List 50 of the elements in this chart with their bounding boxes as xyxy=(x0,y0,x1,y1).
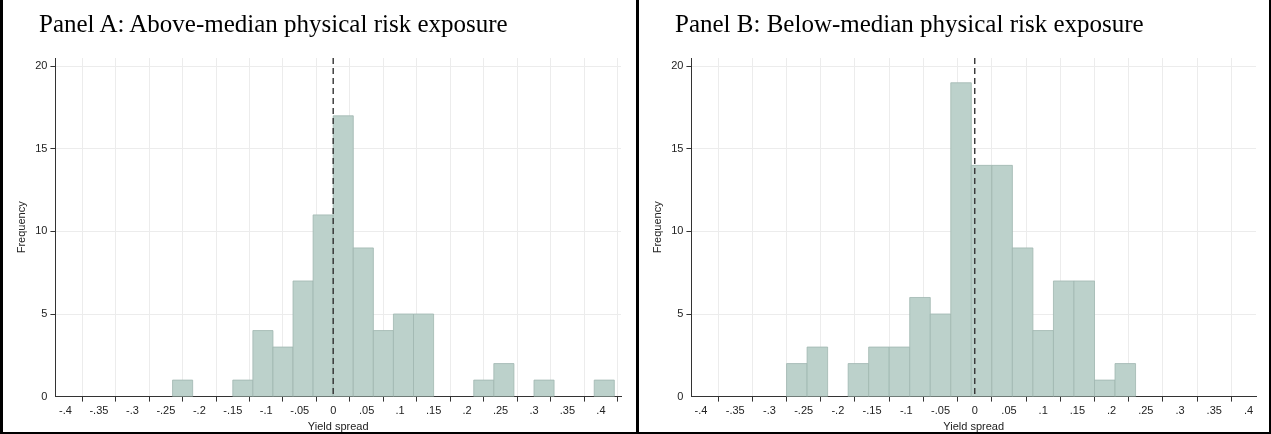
x-tick-label: -.35 xyxy=(89,404,109,417)
x-axis-title: Yield spread xyxy=(943,420,1005,433)
y-axis-title: Frequency xyxy=(650,200,663,254)
y-tick-label: 20 xyxy=(35,59,48,72)
x-tick-label: -.15 xyxy=(223,404,243,417)
x-tick-label: -.25 xyxy=(794,404,814,417)
x-tick-label: -.05 xyxy=(290,404,310,417)
x-tick-label: -.15 xyxy=(862,404,882,417)
x-tick-label: 0 xyxy=(971,404,978,417)
y-axis-title: Frequency xyxy=(14,200,27,254)
y-tick-label: 5 xyxy=(41,307,48,320)
x-tick-label: .4 xyxy=(1243,404,1254,417)
x-tick-label: -.2 xyxy=(831,404,845,417)
y-tick-label: 0 xyxy=(677,389,684,402)
y-tick-label: 5 xyxy=(677,307,684,320)
x-tick-label: -.4 xyxy=(694,404,708,417)
x-tick-label: .2 xyxy=(1107,404,1117,417)
y-tick-label: 20 xyxy=(671,59,684,72)
x-tick-label: .25 xyxy=(1138,404,1154,417)
x-tick-label: .05 xyxy=(1001,404,1017,417)
x-tick-label: 0 xyxy=(330,404,337,417)
y-tick-label: 10 xyxy=(35,224,48,237)
x-tick-label: -.3 xyxy=(763,404,776,417)
x-tick-label: -.1 xyxy=(899,404,913,417)
x-tick-label: -.35 xyxy=(725,404,745,417)
x-tick-label: .35 xyxy=(1206,404,1222,417)
x-tick-label: .15 xyxy=(1069,404,1086,417)
x-tick-label: .1 xyxy=(395,404,405,417)
x-tick-label: .05 xyxy=(359,404,375,417)
chart-title: Panel B: Below-median physical risk exposure xyxy=(674,9,1145,39)
x-tick-label: -.05 xyxy=(931,404,951,417)
x-tick-label: .2 xyxy=(462,404,472,417)
y-tick-label: 15 xyxy=(35,141,48,154)
x-tick-label: -.4 xyxy=(59,404,72,417)
x-tick-label: -.25 xyxy=(156,404,176,417)
x-tick-label: .15 xyxy=(425,404,442,417)
y-tick-label: 15 xyxy=(671,141,684,154)
x-tick-label: .25 xyxy=(492,404,509,417)
chart-title: Panel A: Above-median physical risk exposure xyxy=(38,9,509,39)
x-tick-label: -.3 xyxy=(125,404,139,417)
x-tick-label: .3 xyxy=(529,404,539,417)
x-tick-label: .3 xyxy=(1175,404,1185,417)
x-tick-label: -.2 xyxy=(192,404,206,417)
y-tick-label: 0 xyxy=(41,389,48,402)
x-tick-label: .1 xyxy=(1038,404,1048,417)
x-tick-label: .35 xyxy=(559,404,576,417)
x-tick-label: .4 xyxy=(596,404,606,417)
x-axis-title: Yield spread xyxy=(307,420,369,433)
x-tick-label: -.1 xyxy=(259,404,273,417)
y-tick-label: 10 xyxy=(671,224,684,237)
